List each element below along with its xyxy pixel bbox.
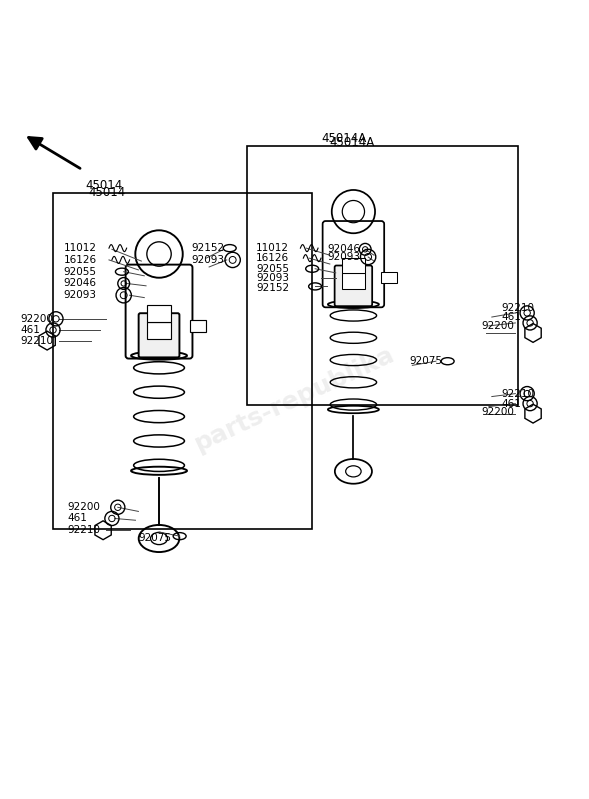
Bar	[247, 146, 518, 405]
Text: 11012: 11012	[64, 243, 97, 253]
FancyBboxPatch shape	[335, 265, 372, 306]
Text: 92210: 92210	[68, 525, 101, 535]
Text: 92152: 92152	[191, 243, 224, 253]
Bar	[190, 320, 207, 332]
Text: 461: 461	[68, 514, 88, 523]
Text: 92210: 92210	[502, 388, 535, 399]
Text: 92200: 92200	[482, 407, 515, 417]
Text: 45014A: 45014A	[321, 132, 366, 145]
Text: 92093: 92093	[327, 252, 360, 262]
Text: 92093: 92093	[64, 290, 97, 300]
Text: 461: 461	[21, 325, 41, 335]
Bar	[342, 273, 365, 289]
Text: 92210: 92210	[21, 336, 54, 346]
Text: 92200: 92200	[68, 503, 101, 512]
Text: 92075: 92075	[138, 533, 171, 543]
FancyBboxPatch shape	[138, 313, 180, 357]
Text: 92055: 92055	[64, 267, 97, 276]
Text: 11012: 11012	[256, 243, 289, 253]
Text: 92093: 92093	[256, 273, 289, 283]
Text: 92200: 92200	[21, 314, 54, 324]
Text: 461: 461	[502, 399, 522, 408]
Bar	[342, 258, 365, 273]
Text: 45014: 45014	[85, 179, 123, 192]
Text: 92046: 92046	[327, 244, 360, 254]
Text: 16126: 16126	[256, 253, 289, 263]
Text: 92046: 92046	[64, 279, 97, 288]
Text: 92210: 92210	[502, 303, 535, 313]
Bar	[147, 304, 171, 322]
Text: 45014A: 45014A	[330, 137, 375, 149]
Bar	[147, 322, 171, 339]
Text: 461: 461	[502, 312, 522, 322]
Bar	[381, 272, 397, 283]
Text: 92075: 92075	[409, 356, 442, 366]
Text: 45014: 45014	[88, 186, 125, 199]
Text: 92093: 92093	[191, 255, 224, 265]
Text: 92152: 92152	[256, 283, 289, 292]
Text: 92055: 92055	[256, 264, 289, 274]
Text: parts-republika: parts-republika	[190, 343, 399, 456]
Text: 92200: 92200	[482, 321, 515, 331]
Bar	[53, 193, 312, 529]
Text: 16126: 16126	[64, 255, 97, 265]
